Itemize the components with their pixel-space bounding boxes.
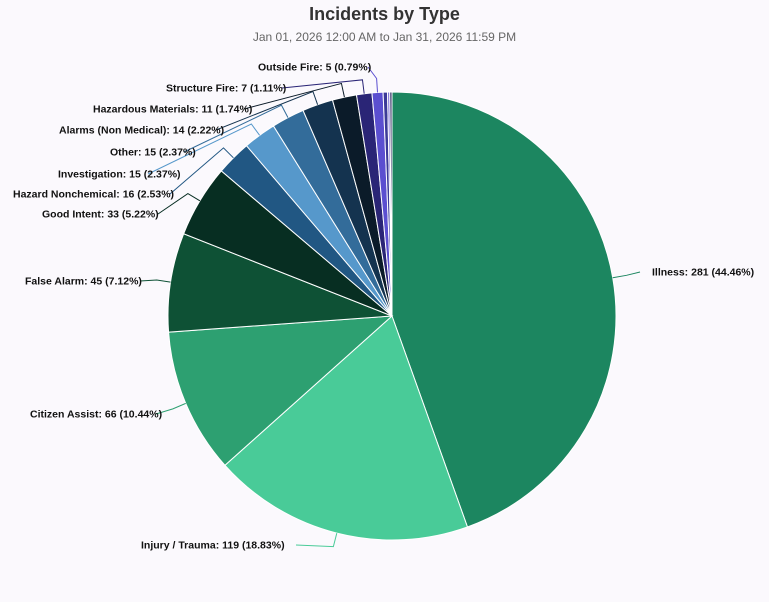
slice-label-good-intent: Good Intent: 33 (5.22%) [42,209,159,221]
pie-slice-false-alarm[interactable] [167,233,393,333]
slice-label-alarms-non-medical: Alarms (Non Medical): 14 (2.22%) [59,125,224,137]
pie-slice-illness[interactable] [391,91,617,528]
slice-label-outside-fire: Outside Fire: 5 (0.79%) [258,62,371,74]
slice-label-false-alarm: False Alarm: 45 (7.12%) [25,276,142,288]
leader-line-false-alarm [139,279,171,283]
leader-line-alarms-non-medical [215,90,319,131]
slice-label-hazard-nonchemical: Hazard Nonchemical: 16 (2.53%) [13,189,174,201]
slice-label-illness: Illness: 281 (44.46%) [652,267,754,279]
pie-slice-14[interactable] [389,91,393,317]
leader-line-hazardous-materials [243,82,345,110]
pie-slices [167,91,617,541]
pie-labels: Illness: 281 (44.46%) Injury / Trauma: 11… [13,62,754,552]
leader-line-other [183,104,289,153]
chart-subtitle: Jan 01, 2026 12:00 AM to Jan 31, 2026 11… [252,30,517,44]
leader-line-good-intent [157,193,201,215]
slice-label-injury-trauma: Injury / Trauma: 119 (18.83%) [141,540,285,552]
slice-label-hazardous-materials: Hazardous Materials: 11 (1.74%) [93,104,252,116]
leader-line-outside-fire [367,66,379,93]
slice-label-investigation: Investigation: 15 (2.37%) [58,169,181,181]
leader-line-injury-trauma [295,532,338,548]
leader-line-illness [612,271,641,279]
leader-line-investigation [147,123,261,175]
leader-line-hazard-nonchemical [169,147,234,195]
slice-label-structure-fire: Structure Fire: 7 (1.11%) [166,83,286,95]
slice-label-other: Other: 15 (2.37%) [110,147,196,159]
leader-line-structure-fire [281,79,365,94]
chart-title: Incidents by Type [309,4,460,24]
slice-label-citizen-assist: Citizen Assist: 66 (10.44%) [30,409,162,421]
leader-line-citizen-assist [155,402,186,415]
